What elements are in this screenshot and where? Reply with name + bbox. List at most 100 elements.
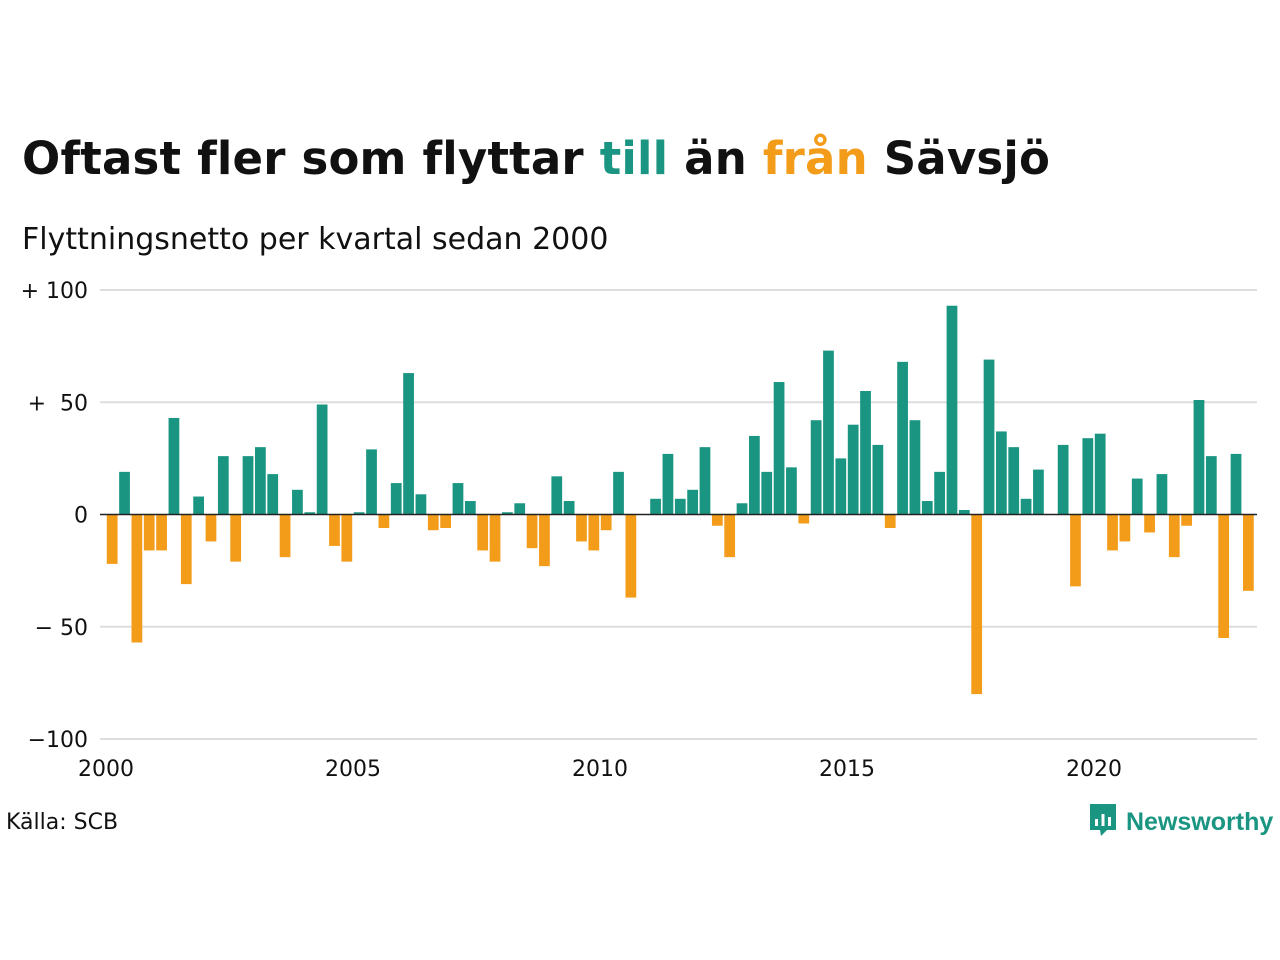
- bar: [761, 471, 773, 515]
- bar: [1230, 453, 1242, 515]
- x-tick-label: 2000: [78, 757, 134, 782]
- bar: [1156, 474, 1168, 515]
- brand-name: Newsworthy: [1126, 807, 1274, 836]
- title-part-5: Sävsjö: [867, 132, 1051, 185]
- bar: [872, 444, 884, 515]
- bar: [563, 501, 575, 515]
- y-tick-label: + 50: [28, 391, 88, 416]
- bar-chart: + 100 + 50 0 − 50 −100 2000 2005 2010 2015 2020: [21, 279, 1257, 782]
- bar: [983, 359, 995, 515]
- bar: [353, 512, 365, 515]
- y-tick-label: 0: [74, 504, 88, 529]
- bar: [390, 483, 402, 515]
- bar-chart-speech-bubble-icon: [1088, 802, 1118, 842]
- bar: [736, 503, 748, 515]
- bar: [1144, 514, 1155, 533]
- bar: [921, 501, 933, 515]
- bar: [217, 456, 229, 515]
- bar: [477, 514, 489, 551]
- bar: [452, 483, 464, 515]
- bar: [958, 510, 970, 515]
- bar: [230, 514, 242, 562]
- chart-title: Oftast fler som flyttar till än från Säv…: [22, 132, 1050, 185]
- bar: [168, 417, 180, 515]
- x-tick-label: 2020: [1066, 757, 1122, 782]
- bar: [131, 514, 143, 643]
- bar: [1082, 438, 1094, 515]
- bar: [662, 453, 674, 515]
- bar: [193, 496, 204, 515]
- bar: [143, 514, 155, 551]
- x-tick-label: 2005: [325, 757, 381, 782]
- bar: [1094, 433, 1106, 515]
- bar: [1070, 514, 1081, 587]
- bar: [1033, 469, 1044, 515]
- x-axis-ticks: 2000 2005 2010 2015 2020: [78, 757, 1122, 782]
- bar: [1205, 456, 1217, 515]
- bar: [106, 514, 118, 564]
- bar: [242, 456, 254, 515]
- bar: [1181, 514, 1192, 526]
- bar: [551, 476, 563, 515]
- y-tick-label: + 100: [21, 279, 88, 304]
- bars: [106, 305, 1254, 695]
- title-part-1: Oftast fler som flyttar: [22, 132, 600, 185]
- bar: [835, 458, 847, 515]
- bar: [996, 431, 1007, 515]
- bar: [946, 305, 958, 515]
- bar: [588, 514, 600, 551]
- bar: [798, 514, 810, 524]
- bar: [403, 373, 414, 515]
- bar: [625, 514, 637, 598]
- bar: [650, 498, 661, 515]
- bar: [1243, 514, 1254, 591]
- bar: [1193, 400, 1205, 515]
- bar: [316, 404, 328, 515]
- bar: [724, 514, 736, 558]
- bar: [156, 514, 167, 551]
- bar: [489, 514, 501, 562]
- bar: [415, 494, 427, 515]
- bar: [514, 503, 526, 515]
- bar: [1057, 444, 1069, 515]
- bar: [1218, 514, 1230, 638]
- title-part-till: till: [599, 132, 669, 185]
- bar: [823, 350, 834, 515]
- bar: [440, 514, 451, 528]
- bar: [674, 498, 686, 515]
- chart-subtitle: Flyttningsnetto per kvartal sedan 2000: [22, 222, 609, 257]
- x-tick-label: 2010: [572, 757, 628, 782]
- bar: [897, 361, 908, 515]
- bar: [1107, 514, 1118, 551]
- y-tick-label: −100: [28, 728, 88, 753]
- bar: [613, 471, 624, 515]
- bar: [711, 514, 723, 526]
- bar: [1008, 447, 1020, 515]
- bar: [539, 514, 550, 567]
- bar: [600, 514, 612, 531]
- bar: [427, 514, 439, 531]
- grid-lines: [100, 289, 1257, 740]
- bar: [267, 474, 279, 515]
- bar: [304, 512, 316, 515]
- bar: [1119, 514, 1131, 542]
- bar: [884, 514, 896, 528]
- bar: [378, 514, 390, 528]
- bar: [1131, 478, 1143, 515]
- bar: [341, 514, 353, 562]
- bar: [576, 514, 587, 542]
- bar: [292, 489, 303, 515]
- bar: [119, 471, 130, 515]
- y-axis-ticks: + 100 + 50 0 − 50 −100: [21, 279, 88, 753]
- title-part-fran: från: [762, 132, 868, 185]
- bar: [971, 514, 983, 695]
- bar: [329, 514, 340, 546]
- bar: [279, 514, 291, 558]
- bar: [860, 391, 871, 515]
- bar: [464, 501, 476, 515]
- bar: [205, 514, 217, 542]
- brand-logo: Newsworthy: [1088, 802, 1273, 842]
- bar: [366, 449, 377, 515]
- bar: [749, 435, 760, 515]
- bar: [526, 514, 538, 549]
